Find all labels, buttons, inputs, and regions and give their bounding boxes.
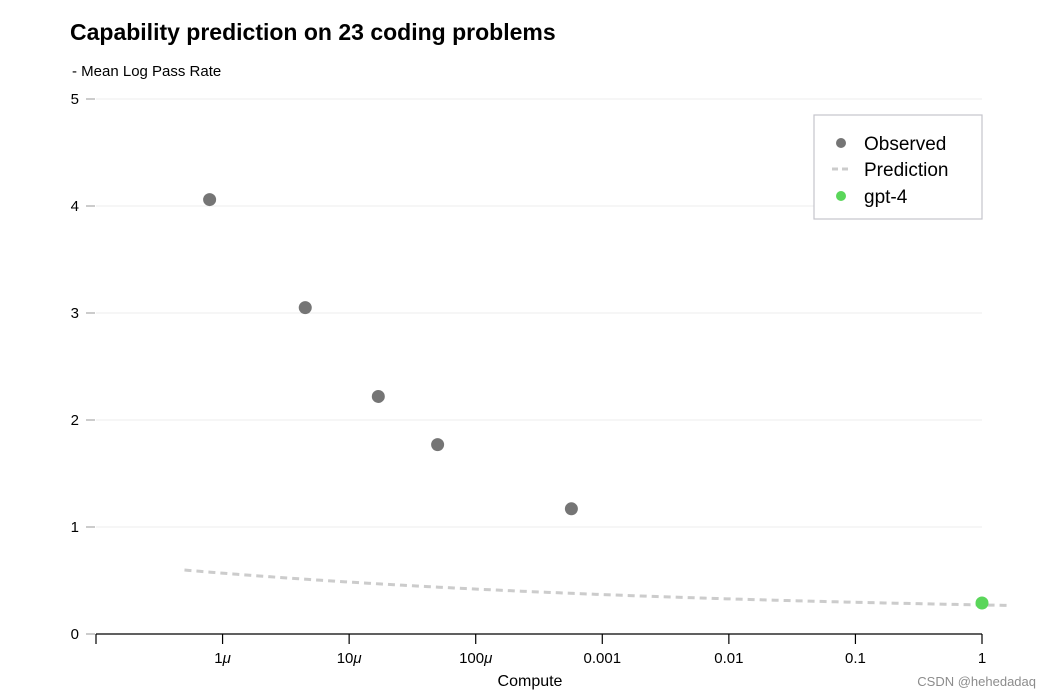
x-tick-label: 1μ <box>214 650 231 667</box>
y-tick-label: 3 <box>71 305 79 322</box>
chart-title: Capability prediction on 23 coding probl… <box>70 19 556 45</box>
observed-point <box>564 502 578 516</box>
x-tick-label: 0.001 <box>584 650 622 667</box>
series <box>184 193 1008 610</box>
x-tick-label: 10μ <box>337 650 362 667</box>
observed-point <box>298 301 312 315</box>
y-tick-label: 5 <box>71 91 79 108</box>
legend-observed-marker <box>836 138 846 148</box>
gpt4-point <box>975 596 989 610</box>
y-tick-label: 1 <box>71 519 79 536</box>
legend-gpt4-label: gpt-4 <box>864 187 908 208</box>
watermark: CSDN @hehedadaq <box>917 674 1036 689</box>
x-axis-label: Compute <box>498 673 563 690</box>
observed-point <box>431 438 445 452</box>
y-tick-label: 2 <box>71 412 79 429</box>
legend-gpt4-marker <box>836 191 846 201</box>
x-tick-label: 0.1 <box>845 650 866 667</box>
y-tick-label: 4 <box>71 198 79 215</box>
observed-point <box>371 389 385 403</box>
x-tick-label: 0.01 <box>714 650 743 667</box>
y-tick-label: 0 <box>71 626 79 643</box>
prediction-line <box>184 568 1008 607</box>
axes: 0 1 2 3 4 5 1μ 10μ 100μ 0.001 0.01 0.1 1 <box>71 91 987 667</box>
observed-point <box>203 193 217 207</box>
legend: Observed Prediction gpt-4 <box>813 114 983 220</box>
legend-prediction-label: Prediction <box>864 160 949 181</box>
x-tick-label: 100μ <box>459 650 492 667</box>
x-tick-label: 1 <box>978 650 986 667</box>
y-axis-label: - Mean Log Pass Rate <box>72 63 221 80</box>
legend-box <box>813 114 983 220</box>
legend-observed-label: Observed <box>864 134 946 155</box>
